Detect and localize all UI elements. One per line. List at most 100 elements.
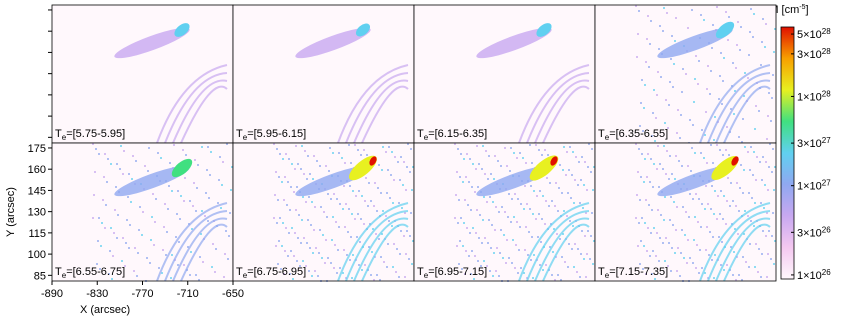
- speckle: [382, 210, 384, 212]
- speckle: [405, 189, 407, 191]
- speckle: [667, 265, 669, 267]
- speckle: [457, 222, 459, 224]
- speckle: [358, 264, 360, 266]
- speckle: [108, 273, 110, 275]
- speckle: [743, 95, 745, 97]
- speckle: [396, 248, 398, 250]
- speckle: [273, 143, 275, 145]
- speckle: [466, 227, 468, 229]
- speckle: [128, 247, 130, 249]
- speckle: [463, 158, 465, 160]
- speckle: [733, 113, 735, 115]
- speckle: [693, 239, 695, 241]
- speckle: [688, 216, 690, 218]
- speckle: [732, 62, 734, 64]
- speckle: [411, 189, 413, 191]
- speckle: [404, 276, 406, 278]
- speckle: [347, 231, 349, 233]
- speckle: [133, 270, 135, 272]
- loop-arc: [699, 202, 771, 282]
- speckle: [151, 216, 153, 218]
- speckle: [98, 153, 100, 155]
- speckle: [314, 270, 316, 272]
- speckle: [520, 203, 522, 205]
- loop-arc: [534, 79, 590, 144]
- speckle: [681, 165, 683, 167]
- speckle: [559, 238, 561, 240]
- speckle: [227, 258, 229, 260]
- speckle: [360, 154, 362, 156]
- speckle: [565, 174, 567, 176]
- speckle: [760, 64, 762, 66]
- speckle: [710, 208, 712, 210]
- map-panel: Te=[5.95-6.15]: [232, 4, 415, 144]
- speckle: [531, 162, 533, 164]
- speckle: [170, 277, 172, 279]
- speckle: [467, 204, 469, 206]
- speckle: [767, 253, 769, 255]
- speckle: [406, 230, 408, 232]
- speckle: [774, 166, 776, 168]
- speckle: [765, 23, 767, 25]
- speckle: [700, 152, 702, 154]
- speckle: [307, 219, 309, 221]
- speckle: [637, 245, 639, 247]
- speckle: [580, 253, 582, 255]
- speckle: [591, 148, 593, 150]
- speckle: [586, 253, 588, 255]
- speckle: [768, 92, 770, 94]
- loop-arc: [715, 217, 771, 282]
- speckle: [165, 254, 167, 256]
- em-core: [171, 158, 193, 178]
- speckle: [672, 86, 674, 88]
- speckle: [669, 81, 671, 83]
- speckle: [486, 201, 488, 203]
- speckle: [706, 162, 708, 164]
- speckle: [392, 266, 394, 268]
- speckle: [349, 259, 351, 261]
- speckle: [763, 207, 765, 209]
- speckle: [333, 193, 335, 195]
- speckle: [752, 174, 754, 176]
- speckle: [130, 201, 132, 203]
- speckle: [748, 54, 750, 56]
- speckle: [546, 177, 548, 179]
- speckle: [469, 232, 471, 234]
- speckle: [544, 149, 546, 151]
- speckle: [405, 253, 407, 255]
- speckle: [641, 153, 643, 155]
- speckle: [732, 200, 734, 202]
- speckle: [195, 274, 197, 276]
- speckle: [504, 147, 506, 149]
- speckle: [202, 261, 204, 263]
- colorbar-tick-mantissa: 1×10: [797, 181, 822, 193]
- speckle: [218, 179, 220, 181]
- speckle: [329, 147, 331, 149]
- speckle: [191, 228, 193, 230]
- speckle: [474, 191, 476, 193]
- speckle: [221, 184, 223, 186]
- speckle: [162, 249, 164, 251]
- speckle: [658, 186, 660, 188]
- speckle: [391, 151, 393, 153]
- loop-arc: [172, 217, 228, 282]
- speckle: [282, 222, 284, 224]
- speckle: [385, 215, 387, 217]
- speckle: [454, 143, 456, 145]
- speckle: [367, 205, 369, 207]
- speckle: [494, 155, 496, 157]
- speckle: [580, 179, 582, 181]
- speckle: [338, 226, 340, 228]
- speckle: [526, 203, 528, 205]
- speckle: [179, 218, 181, 220]
- speckle: [757, 271, 759, 273]
- speckle: [154, 221, 156, 223]
- speckle: [500, 165, 502, 167]
- speckle: [328, 170, 330, 172]
- speckle: [649, 255, 651, 257]
- speckle: [673, 201, 675, 203]
- speckle: [700, 14, 702, 16]
- speckle: [643, 245, 645, 247]
- speckle: [697, 83, 699, 85]
- speckle: [462, 181, 464, 183]
